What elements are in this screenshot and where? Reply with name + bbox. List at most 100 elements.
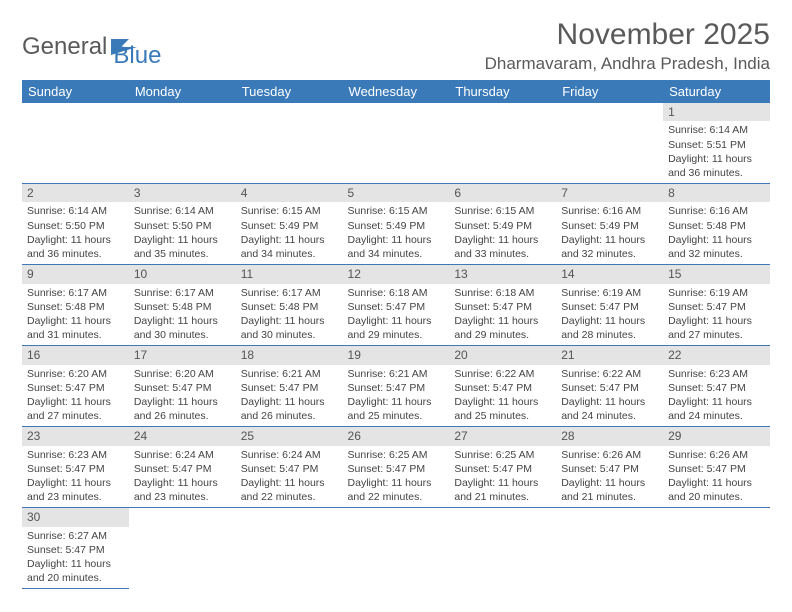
sunset-line: Sunset: 5:47 PM xyxy=(134,382,212,394)
calendar-day-cell: 23Sunrise: 6:23 AMSunset: 5:47 PMDayligh… xyxy=(22,427,129,508)
calendar-week-row: 23 Sunrise: 6:23 AM Sunset: 5:47 PM Dayligh… xyxy=(22,427,770,508)
day-details: Sunrise: 6:15 AM Sunset: 5:49 PM Daylight:… xyxy=(449,202,556,264)
daylight-line: Daylight: 11 hours and 34 minutes. xyxy=(241,234,325,260)
day-details: Sunrise: 6:16 AMSunset: 5:48 PMDaylight:… xyxy=(663,202,770,264)
daylight-line: Daylight: 11 hours and 21 minutes. xyxy=(454,477,538,503)
day-details: Sunrise: 6:14 AMSunset: 5:50 PMDaylight:… xyxy=(129,202,236,264)
sunrise-line: Sunrise: 6:19 AM xyxy=(668,287,748,299)
sunrise-line: Sunrise: 6:23 AM xyxy=(668,368,748,380)
daylight-line: Daylight: 11 hours and 24 minutes. xyxy=(561,396,645,422)
day-number: 3 xyxy=(129,184,236,202)
day-details: Sunrise: 6:18 AMSunset: 5:47 PMDaylight:… xyxy=(343,284,450,346)
weekday-header: Sunday xyxy=(22,80,129,103)
sunrise-line: Sunrise: 6:27 AM xyxy=(27,530,107,542)
sunrise-line: Sunrise: 6:14 AM xyxy=(668,124,748,136)
calendar-day-cell: .. xyxy=(22,103,129,184)
sunset-line: Sunset: 5:47 PM xyxy=(27,544,105,556)
sunrise-line: Sunrise: 6:15 AM xyxy=(348,205,428,217)
day-details: Sunrise: 6:17 AMSunset: 5:48 PMDaylight:… xyxy=(236,284,343,346)
sunset-line: Sunset: 5:49 PM xyxy=(241,220,319,232)
weekday-header: Monday xyxy=(129,80,236,103)
day-number: 9 xyxy=(22,265,129,283)
day-details: Sunrise: 6:16 AMSunset: 5:49 PMDaylight:… xyxy=(556,202,663,264)
sunset-line: Sunset: 5:47 PM xyxy=(668,463,746,475)
sunset-line: Sunset: 5:47 PM xyxy=(561,382,639,394)
calendar-day-cell: 15Sunrise: 6:19 AMSunset: 5:47 PMDayligh… xyxy=(663,265,770,346)
daylight-line: Daylight: 11 hours and 27 minutes. xyxy=(27,396,111,422)
sunrise-line: Sunrise: 6:18 AM xyxy=(348,287,428,299)
daylight-line: Daylight: 11 hours and 22 minutes. xyxy=(241,477,325,503)
day-details: Sunrise: 6:17 AMSunset: 5:48 PMDaylight:… xyxy=(129,284,236,346)
day-number: 23 xyxy=(22,427,129,445)
sunset-line: Sunset: 5:50 PM xyxy=(27,220,105,232)
day-details: Sunrise: 6:25 AMSunset: 5:47 PMDaylight:… xyxy=(343,446,450,508)
daylight-line: Daylight: 11 hours and 29 minutes. xyxy=(454,315,538,341)
sunset-line: Sunset: 5:47 PM xyxy=(348,301,426,313)
day-number: 21 xyxy=(556,346,663,364)
logo: General Blue xyxy=(22,18,161,70)
weekday-header: Saturday xyxy=(663,80,770,103)
sunset-line: Sunset: 5:47 PM xyxy=(454,463,532,475)
sunset-line: Sunset: 5:48 PM xyxy=(241,301,319,313)
daylight-line: Daylight: 11 hours and 26 minutes. xyxy=(241,396,325,422)
calendar-day-cell: 26Sunrise: 6:25 AMSunset: 5:47 PMDayligh… xyxy=(343,427,450,508)
day-details: Sunrise: 6:19 AMSunset: 5:47 PMDaylight:… xyxy=(556,284,663,346)
sunrise-line: Sunrise: 6:21 AM xyxy=(241,368,321,380)
sunset-line: Sunset: 5:47 PM xyxy=(134,463,212,475)
sunrise-line: Sunrise: 6:26 AM xyxy=(668,449,748,461)
day-details: Sunrise: 6:21 AMSunset: 5:47 PMDaylight:… xyxy=(236,365,343,427)
sunset-line: Sunset: 5:47 PM xyxy=(454,301,532,313)
sunset-line: Sunset: 5:48 PM xyxy=(668,220,746,232)
sunrise-line: Sunrise: 6:17 AM xyxy=(241,287,321,299)
logo-text-blue: Blue xyxy=(113,42,161,69)
sunrise-line: Sunrise: 6:15 AM xyxy=(241,205,321,217)
day-details: Sunrise: 6:15 AMSunset: 5:49 PMDaylight:… xyxy=(343,202,450,264)
sunset-line: Sunset: 5:49 PM xyxy=(454,220,532,232)
calendar-day-cell: 2 Sunrise: 6:14 AM Sunset: 5:50 PM Daylight… xyxy=(22,184,129,265)
weekday-header: Tuesday xyxy=(236,80,343,103)
day-number: 10 xyxy=(129,265,236,283)
calendar-day-cell: 12Sunrise: 6:18 AMSunset: 5:47 PMDayligh… xyxy=(343,265,450,346)
daylight-line: Daylight: 11 hours and 35 minutes. xyxy=(134,234,218,260)
daylight-line: Daylight: 11 hours and 36 minutes. xyxy=(27,234,111,260)
calendar-day-cell: 4Sunrise: 6:15 AMSunset: 5:49 PMDaylight… xyxy=(236,184,343,265)
sunrise-line: Sunrise: 6:16 AM xyxy=(668,205,748,217)
sunrise-line: Sunrise: 6:15 AM xyxy=(454,205,534,217)
calendar-day-cell: .. xyxy=(129,103,236,184)
title-block: November 2025 Dharmavaram, Andhra Prades… xyxy=(485,18,770,74)
day-number: 28 xyxy=(556,427,663,445)
day-number: 6 xyxy=(449,184,556,202)
sunrise-line: Sunrise: 6:25 AM xyxy=(454,449,534,461)
sunset-line: Sunset: 5:49 PM xyxy=(561,220,639,232)
day-details: Sunrise: 6:21 AMSunset: 5:47 PMDaylight:… xyxy=(343,365,450,427)
calendar-day-cell: 11Sunrise: 6:17 AMSunset: 5:48 PMDayligh… xyxy=(236,265,343,346)
sunset-line: Sunset: 5:47 PM xyxy=(668,382,746,394)
daylight-line: Daylight: 11 hours and 33 minutes. xyxy=(454,234,538,260)
day-number: 11 xyxy=(236,265,343,283)
calendar-day-cell: 28Sunrise: 6:26 AMSunset: 5:47 PMDayligh… xyxy=(556,427,663,508)
calendar-day-cell: 29Sunrise: 6:26 AMSunset: 5:47 PMDayligh… xyxy=(663,427,770,508)
day-details: Sunrise: 6:22 AMSunset: 5:47 PMDaylight:… xyxy=(556,365,663,427)
calendar-day-cell: 8Sunrise: 6:16 AMSunset: 5:48 PMDaylight… xyxy=(663,184,770,265)
daylight-line: Daylight: 11 hours and 31 minutes. xyxy=(27,315,111,341)
calendar-day-cell: 6 Sunrise: 6:15 AM Sunset: 5:49 PM Daylight… xyxy=(449,184,556,265)
weekday-header: Friday xyxy=(556,80,663,103)
sunrise-line: Sunrise: 6:23 AM xyxy=(27,449,107,461)
calendar-day-cell: 3Sunrise: 6:14 AMSunset: 5:50 PMDaylight… xyxy=(129,184,236,265)
weekday-header: Thursday xyxy=(449,80,556,103)
sunrise-line: Sunrise: 6:24 AM xyxy=(241,449,321,461)
sunrise-line: Sunrise: 6:17 AM xyxy=(134,287,214,299)
sunrise-line: Sunrise: 6:24 AM xyxy=(134,449,214,461)
sunrise-line: Sunrise: 6:14 AM xyxy=(27,205,107,217)
day-number: 2 xyxy=(22,184,129,202)
daylight-line: Daylight: 11 hours and 25 minutes. xyxy=(454,396,538,422)
day-details: Sunrise: 6:24 AMSunset: 5:47 PMDaylight:… xyxy=(236,446,343,508)
calendar-day-cell: .. xyxy=(129,508,236,589)
sunset-line: Sunset: 5:47 PM xyxy=(348,463,426,475)
daylight-line: Daylight: 11 hours and 28 minutes. xyxy=(561,315,645,341)
calendar-day-cell: 18Sunrise: 6:21 AMSunset: 5:47 PMDayligh… xyxy=(236,346,343,427)
day-details: Sunrise: 6:14 AM Sunset: 5:50 PM Daylight:… xyxy=(22,202,129,264)
day-details: Sunrise: 6:17 AMSunset: 5:48 PMDaylight:… xyxy=(22,284,129,346)
day-number: 19 xyxy=(343,346,450,364)
calendar-day-cell: .. xyxy=(449,508,556,589)
